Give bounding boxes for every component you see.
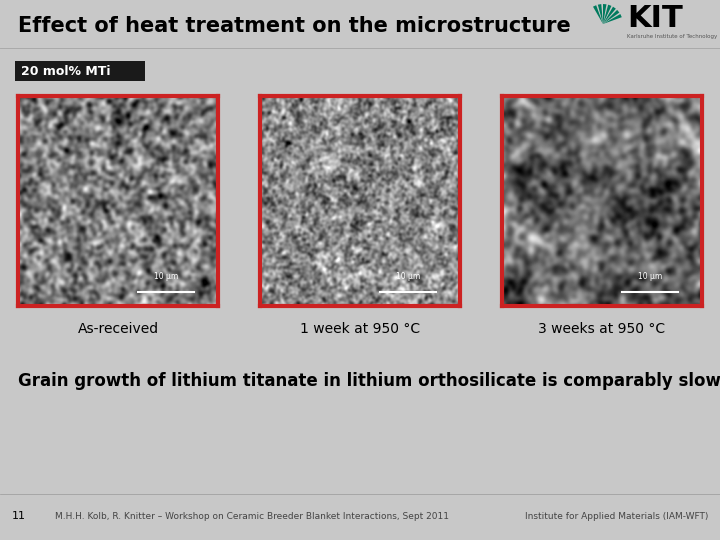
Polygon shape bbox=[593, 5, 603, 24]
Text: 20 mol% MTi: 20 mol% MTi bbox=[21, 65, 110, 78]
Text: Effect of heat treatment on the microstructure: Effect of heat treatment on the microstr… bbox=[18, 16, 571, 36]
Text: As-received: As-received bbox=[78, 322, 158, 336]
Polygon shape bbox=[598, 4, 603, 24]
Text: Karlsruhe Institute of Technology: Karlsruhe Institute of Technology bbox=[627, 33, 717, 38]
Polygon shape bbox=[603, 14, 622, 24]
Text: 11: 11 bbox=[12, 511, 26, 521]
Text: 10 μm: 10 μm bbox=[396, 272, 420, 281]
Polygon shape bbox=[603, 6, 616, 24]
Text: 10 μm: 10 μm bbox=[638, 272, 662, 281]
Text: M.H.H. Kolb, R. Knitter – Workshop on Ceramic Breeder Blanket Interactions, Sept: M.H.H. Kolb, R. Knitter – Workshop on Ce… bbox=[55, 512, 449, 521]
Polygon shape bbox=[603, 5, 611, 24]
Text: KIT: KIT bbox=[627, 4, 683, 32]
Polygon shape bbox=[603, 10, 619, 24]
Polygon shape bbox=[603, 4, 606, 24]
Text: 10 μm: 10 μm bbox=[154, 272, 178, 281]
Text: Institute for Applied Materials (IAM-WFT): Institute for Applied Materials (IAM-WFT… bbox=[525, 512, 708, 521]
Text: Grain growth of lithium titanate in lithium orthosilicate is comparably slow: Grain growth of lithium titanate in lith… bbox=[18, 372, 720, 390]
Text: 1 week at 950 °C: 1 week at 950 °C bbox=[300, 322, 420, 336]
FancyBboxPatch shape bbox=[15, 61, 145, 81]
Text: 3 weeks at 950 °C: 3 weeks at 950 °C bbox=[539, 322, 665, 336]
